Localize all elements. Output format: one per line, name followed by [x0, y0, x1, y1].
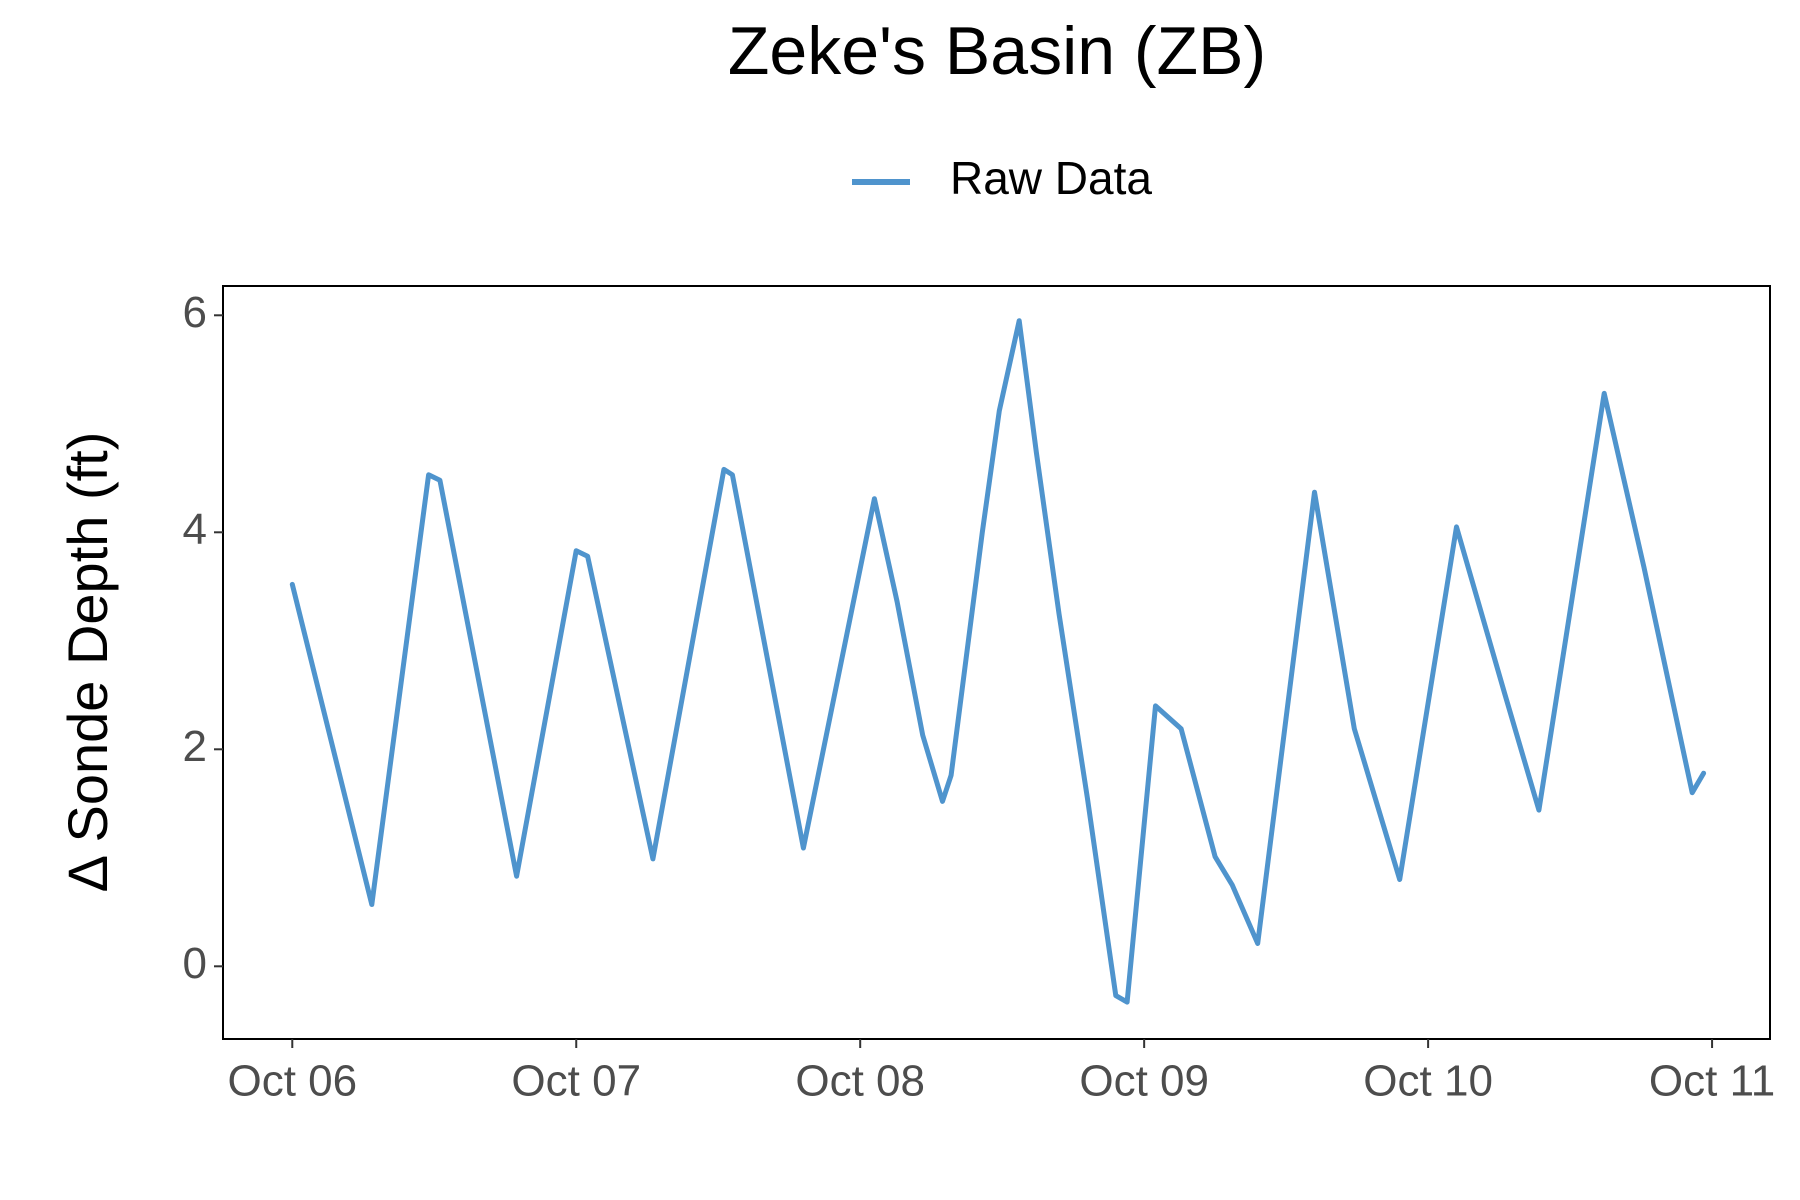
x-tick-label: Oct 09 [1079, 1057, 1209, 1106]
y-tick-label: 6 [183, 288, 207, 337]
x-tick-label: Oct 07 [511, 1057, 641, 1106]
y-tick-label: 2 [183, 722, 207, 771]
x-tick-label: Oct 10 [1363, 1057, 1493, 1106]
x-tick-label: Oct 11 [1649, 1057, 1775, 1106]
legend-label: Raw Data [950, 152, 1152, 204]
y-axis-label: Δ Sonde Depth (ft) [56, 432, 119, 893]
y-tick-label: 4 [183, 505, 207, 554]
x-tick-label: Oct 06 [227, 1057, 357, 1106]
x-tick-label: Oct 08 [795, 1057, 925, 1106]
plot-frame [222, 285, 1771, 1040]
chart-title: Zeke's Basin (ZB) [728, 13, 1266, 89]
y-tick-label: 0 [183, 939, 207, 988]
data-line [289, 318, 1707, 1005]
